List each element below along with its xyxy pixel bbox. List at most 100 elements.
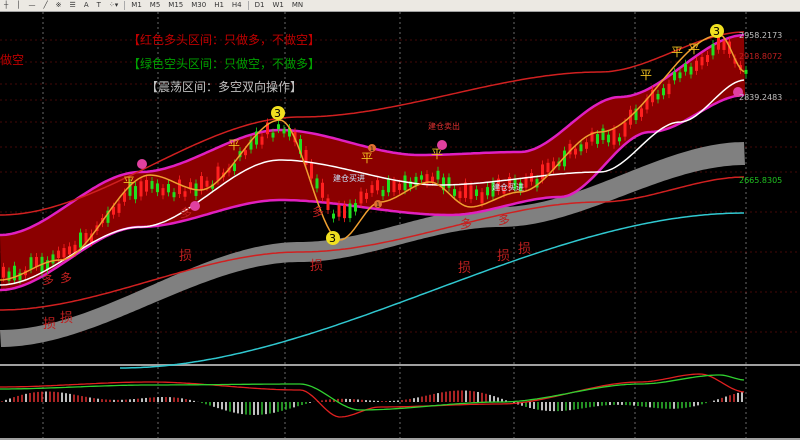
bear-candle [332,213,335,219]
bear-candle [634,108,638,121]
bear-candle [315,178,319,189]
bull-candle [623,122,627,137]
cyan-line [120,212,744,369]
bear-candle [678,72,682,79]
bull-candle [552,161,555,170]
fast-ma-line [0,34,745,281]
bear-candle [744,69,748,74]
long-signal-label: 多 [42,273,54,287]
bull-candle [541,164,544,180]
stop-loss-label: 损 [458,261,471,276]
flat-signal-label: 平 [671,45,683,59]
bull-candle [464,182,467,198]
bull-candle [73,244,77,254]
bull-candle [84,233,88,243]
grid [0,12,800,440]
bear-candle [513,178,517,190]
bull-candle [112,206,115,215]
bull-candle [497,178,500,192]
macd-subwindow [0,373,745,418]
timeframe-h1[interactable]: H1 [214,1,224,9]
macd-main-line [0,374,745,411]
circled-three-label: 3 [274,107,281,120]
bull-candle [266,122,269,135]
flat-signal-label: 平 [361,151,373,165]
bull-candle [365,192,368,199]
signal-dot-icon [190,201,200,211]
bear-candle [348,203,352,219]
timeframe-m15[interactable]: M15 [168,1,184,9]
bull-candle [189,182,192,190]
bull-candle [359,191,363,204]
bull-candle [717,35,720,50]
bull-candle [310,162,313,179]
bear-candle [7,271,11,281]
bear-candle [607,134,610,143]
bull-candle [480,192,484,204]
bear-candle [519,182,522,192]
bear-candle [563,150,566,167]
price-chart[interactable]: 平平平 平平平 平33311损损 损损 损损 损多多 多多多多 [0,12,800,440]
bear-candle [79,232,82,248]
stop-loss-label: 损 [518,242,531,257]
timeframe-m1[interactable]: M1 [131,1,142,9]
shapes-dropdown-icon[interactable]: ⁘▾ [108,1,119,9]
bull-candle [700,57,704,66]
timeframe-m5[interactable]: M5 [149,1,161,9]
bull-candle [425,174,429,184]
bull-candle [260,136,264,145]
side-label-short: 做空 [0,53,25,67]
timeframe-d1[interactable]: D1 [254,1,265,9]
bull-candle [304,149,308,165]
crosshair-icon[interactable]: ┼ [4,1,9,9]
bull-candle [546,162,550,173]
horizontal-line-icon[interactable]: — [28,1,36,9]
bear-candle [29,257,33,270]
bull-candle [337,204,341,217]
bear-candle [167,184,170,193]
stop-loss-label: 损 [497,249,510,264]
stop-loss-label: 损 [60,311,73,326]
trendline-icon[interactable]: ╱ [43,1,48,9]
flat-signal-label: 平 [228,138,240,152]
bull-candle [145,179,148,192]
bull-candle [90,233,93,243]
bear-candle [420,175,423,180]
bull-candle [370,185,374,193]
bull-candle [183,191,187,197]
bear-candle [656,93,660,100]
timeframe-mn[interactable]: MN [291,1,304,9]
timeframe-h4[interactable]: H4 [231,1,242,9]
timeframe-m30[interactable]: M30 [191,1,207,9]
bull-candle [524,177,528,188]
bear-candle [299,139,302,154]
circled-one-icon [374,200,382,208]
bull-candle [68,246,71,255]
bear-candle [288,128,291,137]
fibonacci-icon[interactable]: ※ [55,1,62,9]
flat-signal-label: 平 [431,147,443,161]
bear-candle [491,181,495,197]
bull-candle [398,183,401,190]
bull-candle [502,188,506,194]
bear-candle [172,192,176,198]
long-signal-label: 多 [180,206,192,220]
bull-candle [62,248,66,258]
bear-candle [535,178,539,188]
channel-fill [0,35,745,290]
bear-candle [618,137,621,142]
bull-candle [392,180,396,193]
bull-candle [706,55,709,63]
channel-icon[interactable]: ☰ [69,1,76,9]
text-icon[interactable]: A [83,1,89,9]
vertical-line-icon[interactable]: │ [16,1,21,9]
price-label-upper: 2958.2173 [739,31,783,40]
text-label-icon[interactable]: T [96,1,101,9]
timeframe-w1[interactable]: W1 [272,1,284,9]
bear-candle [255,131,258,145]
macd-signal-line [0,373,745,418]
legend-red-zone: 【红色多头区间：只做多，不做空】 [128,33,321,47]
signal-buy-open: 建仓买进 [333,174,365,183]
bear-candle [662,88,665,96]
signal-dot-icon [437,140,447,150]
